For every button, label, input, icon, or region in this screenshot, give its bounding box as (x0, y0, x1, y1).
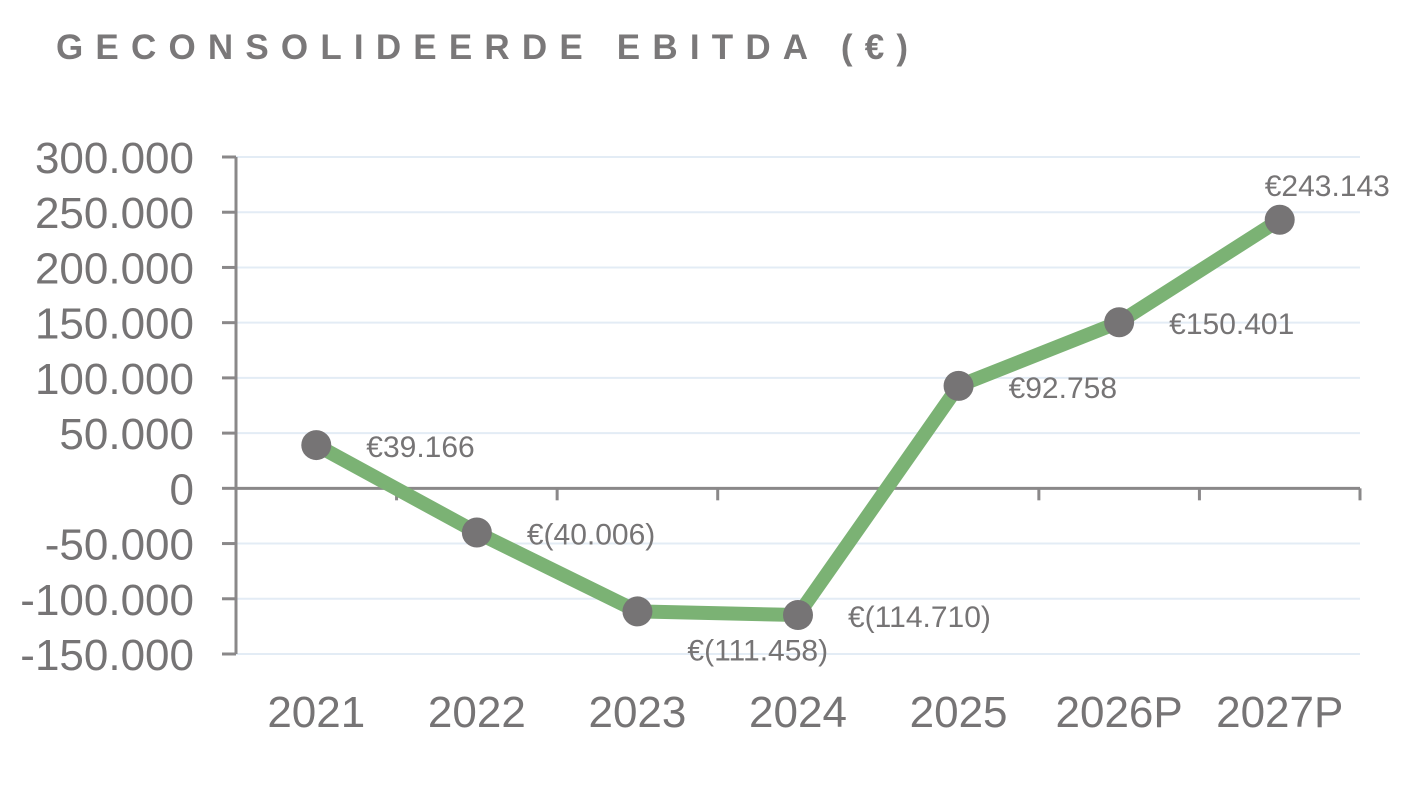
data-label: €243.143 (1265, 170, 1390, 203)
y-tick-label: -100.000 (20, 576, 194, 625)
axes (222, 155, 1362, 656)
series-line (309, 212, 1287, 623)
y-tick-label: 50.000 (59, 410, 194, 459)
chart-title: GECONSOLIDEERDE EBITDA (€) (56, 28, 921, 67)
y-tick-label: -150.000 (20, 631, 194, 680)
y-tick-label: 100.000 (35, 355, 194, 404)
x-tick-label: 2023 (588, 688, 686, 737)
y-tick-label: 0 (170, 465, 194, 514)
data-point-2024 (783, 600, 813, 631)
x-tick-label: 2024 (749, 688, 847, 737)
x-tick-label: 2022 (428, 688, 526, 737)
ebitda-line (309, 212, 1287, 623)
x-tick-label: 2021 (267, 688, 365, 737)
y-tick-label: 200.000 (35, 244, 194, 293)
gridlines (236, 156, 1360, 655)
data-point-2027P (1264, 204, 1295, 235)
data-label: €(111.458) (687, 634, 828, 667)
y-tick-label: -50.000 (45, 521, 194, 570)
data-label: €92.758 (1009, 372, 1117, 405)
data-label: €150.401 (1169, 308, 1294, 341)
x-tick-label: 2026P (1056, 688, 1183, 737)
data-label: €(40.006) (527, 519, 655, 552)
y-tick-label: 150.000 (35, 300, 194, 349)
data-point-2026P (1104, 307, 1135, 338)
data-label: €39.166 (366, 431, 474, 464)
x-tick-label: 2025 (910, 688, 1008, 737)
y-tick-label: 250.000 (35, 189, 194, 238)
data-point-2025 (943, 370, 974, 401)
y-tick-label: 300.000 (35, 134, 194, 183)
data-markers (301, 204, 1295, 631)
data-point-2023 (622, 596, 653, 627)
data-point-2021 (301, 430, 332, 461)
data-point-2022 (461, 517, 492, 548)
labels: 300.000 250.000 200.000 150.000 100.000 50.00… (20, 134, 1390, 737)
x-tick-label: 2027P (1216, 688, 1343, 737)
data-label: €(114.710) (848, 601, 991, 634)
